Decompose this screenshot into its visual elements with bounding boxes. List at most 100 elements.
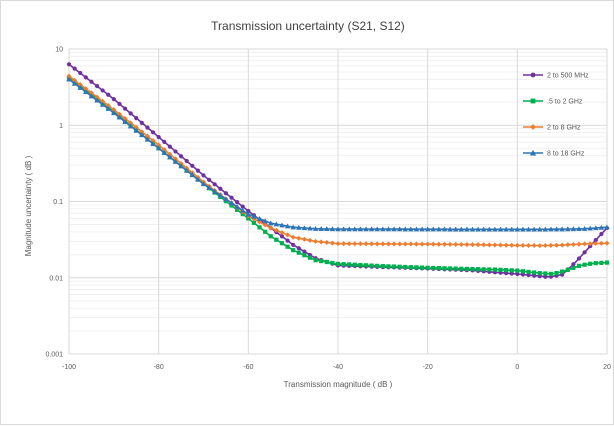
data-point (297, 251, 301, 255)
data-point (582, 250, 586, 254)
data-point (538, 271, 542, 275)
legend-label: 8 to 18 GHz (547, 151, 585, 158)
y-tick-label: 10 (55, 47, 63, 54)
data-point (386, 264, 390, 268)
data-point (185, 159, 189, 163)
data-point (448, 266, 452, 270)
data-point (498, 243, 503, 248)
data-point (409, 265, 413, 269)
data-point (213, 182, 217, 186)
data-point (196, 168, 200, 172)
data-point (285, 232, 290, 237)
data-point (532, 270, 536, 274)
data-point (252, 221, 256, 225)
data-point (89, 80, 93, 84)
chart-title: Transmission uncertainty (S21, S12) (211, 19, 405, 33)
data-point (95, 84, 99, 88)
data-point (509, 243, 514, 248)
y-tick-label: 0.1 (53, 199, 63, 206)
data-point (134, 116, 138, 120)
legend-marker (531, 99, 536, 104)
data-point (420, 266, 424, 270)
data-point (560, 243, 565, 248)
data-point (492, 242, 497, 247)
data-point (375, 264, 379, 268)
data-point (291, 248, 295, 252)
data-point (482, 267, 486, 271)
data-point (324, 240, 329, 245)
data-point (347, 241, 352, 246)
data-point (532, 243, 537, 248)
data-point (554, 243, 559, 248)
data-point (274, 238, 278, 242)
data-point (437, 266, 441, 270)
y-tick-label: 1 (59, 123, 63, 130)
data-point (594, 261, 598, 265)
data-point (285, 239, 289, 243)
data-point (101, 88, 105, 92)
y-axis-title: Magnitude uncertainty ( dB ) (24, 155, 33, 256)
data-point (112, 97, 116, 101)
data-point (179, 154, 183, 158)
data-point (352, 241, 357, 246)
x-tick-label: -20 (423, 364, 433, 371)
data-point (504, 268, 508, 272)
data-point (353, 263, 357, 267)
data-point (151, 130, 155, 134)
y-tick-label: 0.001 (45, 352, 63, 359)
x-tick-label: -80 (154, 364, 164, 371)
data-point (414, 242, 419, 247)
data-point (426, 266, 430, 270)
data-point (319, 259, 323, 263)
legend-entry: 8 to 18 GHz (523, 150, 585, 158)
legend-entry: 2 to 500 MHz (523, 73, 589, 80)
data-point (308, 256, 312, 260)
data-point (498, 268, 502, 272)
data-point (319, 239, 324, 244)
data-point (493, 267, 497, 271)
data-point (229, 196, 233, 200)
data-point (577, 256, 581, 260)
x-tick-label: -60 (243, 364, 253, 371)
data-point (425, 242, 430, 247)
data-point (218, 187, 222, 191)
data-point (173, 149, 177, 153)
data-point (342, 262, 346, 266)
x-tick-label: -100 (62, 364, 76, 371)
data-point (543, 243, 548, 248)
data-point (560, 269, 564, 273)
data-point (123, 107, 127, 111)
data-point (140, 121, 144, 125)
data-point (168, 145, 172, 149)
data-point (588, 262, 592, 266)
y-tick-label: 0.01 (49, 275, 63, 282)
data-point (291, 235, 296, 240)
data-point (571, 242, 576, 247)
x-tick-label: -40 (333, 364, 343, 371)
legend-label: 2 to 8 GHz (547, 125, 581, 132)
data-point (537, 243, 542, 248)
data-point (369, 241, 374, 246)
data-point (358, 263, 362, 267)
data-point (297, 246, 301, 250)
grid (69, 49, 607, 354)
data-point (577, 264, 581, 268)
data-point (599, 261, 603, 265)
data-point (302, 253, 306, 257)
data-point (145, 125, 149, 129)
data-point (476, 242, 481, 247)
data-point (520, 243, 525, 248)
data-point (543, 271, 547, 275)
data-point (442, 266, 446, 270)
data-point (582, 241, 587, 246)
data-point (487, 267, 491, 271)
data-point (207, 178, 211, 182)
data-point (347, 262, 351, 266)
data-point (576, 242, 581, 247)
data-point (403, 265, 407, 269)
data-point (571, 266, 575, 270)
data-point (526, 243, 531, 248)
legend-label: 2 to 500 MHz (547, 73, 589, 80)
